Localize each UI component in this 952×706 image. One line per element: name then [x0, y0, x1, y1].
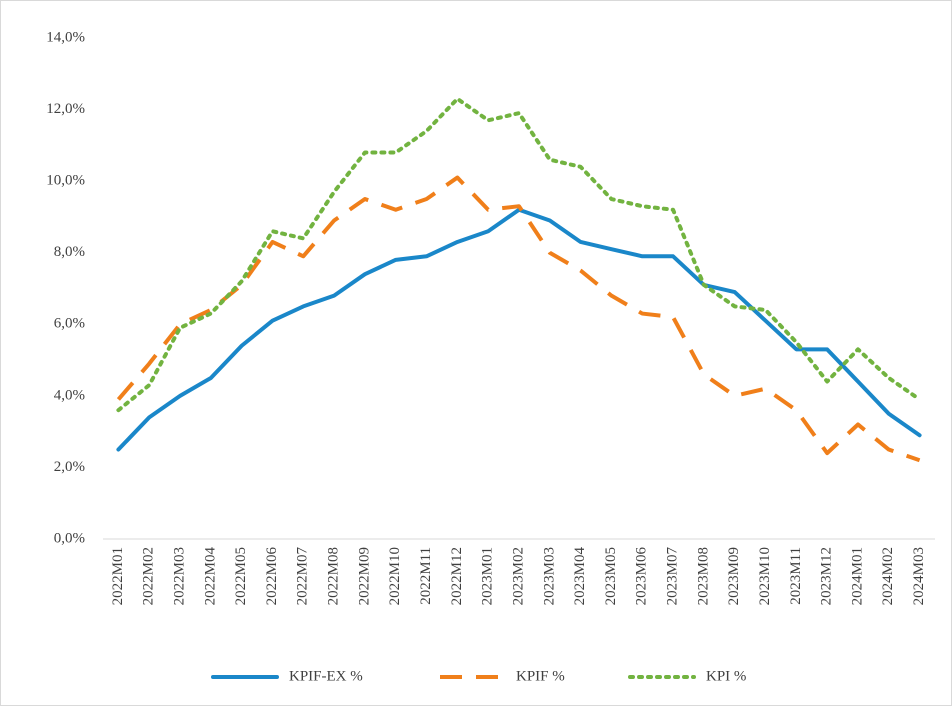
y-tick-label: 10,0% [46, 173, 85, 189]
x-tick-label: 2022M09 [356, 547, 372, 605]
x-tick-label: 2022M05 [233, 547, 249, 605]
x-tick-label: 2024M02 [880, 547, 896, 605]
x-tick-label: 2023M11 [788, 547, 804, 605]
x-tick-label: 2023M06 [634, 547, 650, 606]
legend-label: KPI % [706, 668, 746, 684]
x-tick-label: 2024M03 [911, 547, 927, 605]
x-tick-label: 2023M07 [665, 547, 681, 606]
y-tick-label: 12,0% [46, 101, 85, 117]
x-tick-label: 2022M01 [110, 547, 126, 605]
x-tick-label: 2023M01 [480, 547, 496, 605]
x-tick-label: 2022M03 [171, 547, 187, 605]
x-tick-label: 2023M03 [541, 547, 557, 605]
x-tick-label: 2022M12 [449, 547, 465, 605]
x-tick-label: 2023M12 [819, 547, 835, 605]
y-tick-label: 6,0% [54, 316, 85, 332]
series-line [116, 175, 921, 463]
x-tick-label: 2023M04 [572, 547, 588, 606]
x-tick-label: 2022M11 [418, 547, 434, 605]
x-tick-label: 2022M10 [387, 547, 403, 605]
x-tick-label: 2023M05 [603, 547, 619, 605]
y-tick-label: 2,0% [54, 459, 85, 475]
x-tick-label: 2022M08 [326, 547, 342, 605]
y-tick-label: 0,0% [54, 530, 85, 546]
x-tick-label: 2022M02 [141, 547, 157, 605]
x-tick-label: 2023M09 [726, 547, 742, 605]
x-tick-label: 2022M04 [202, 547, 218, 606]
y-tick-label: 8,0% [54, 244, 85, 260]
legend-label: KPIF % [516, 668, 565, 684]
legend-label: KPIF-EX % [289, 668, 363, 684]
series-line [116, 96, 922, 413]
y-tick-label: 4,0% [54, 387, 85, 403]
x-tick-label: 2022M06 [264, 547, 280, 606]
y-tick-label: 14,0% [46, 29, 85, 45]
x-tick-label: 2023M10 [757, 547, 773, 605]
x-tick-label: 2024M01 [849, 547, 865, 605]
x-tick-label: 2022M07 [295, 547, 311, 606]
x-tick-label: 2023M02 [510, 547, 526, 605]
x-tick-label: 2023M08 [695, 547, 711, 605]
